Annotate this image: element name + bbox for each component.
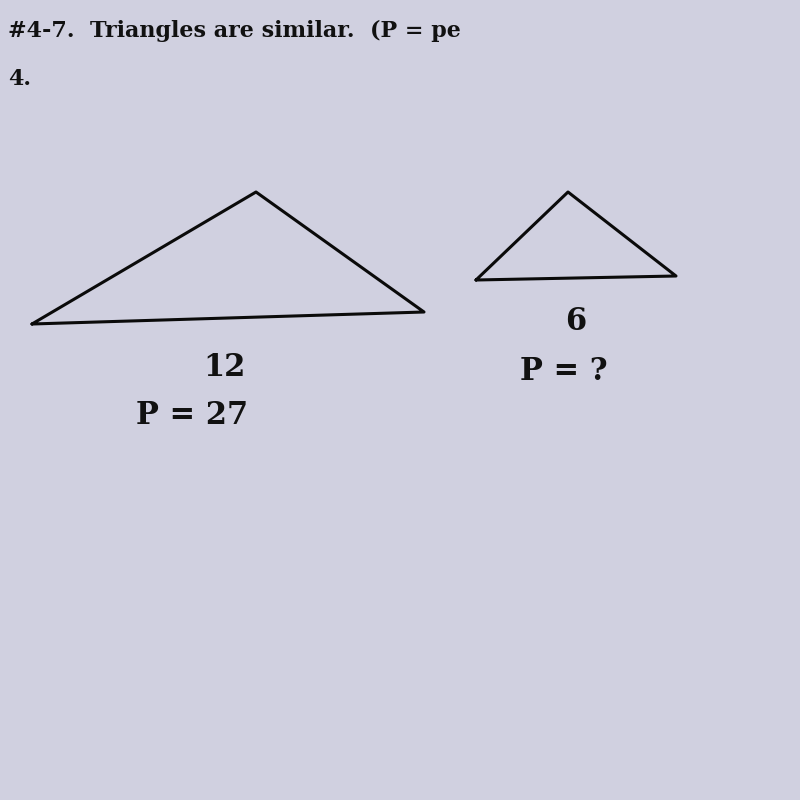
Text: #4-7.  Triangles are similar.  (P = pe: #4-7. Triangles are similar. (P = pe bbox=[8, 20, 461, 42]
Text: P = 27: P = 27 bbox=[136, 400, 248, 431]
Text: 4.: 4. bbox=[8, 68, 31, 90]
Text: 12: 12 bbox=[203, 352, 245, 383]
Text: P = ?: P = ? bbox=[520, 356, 608, 387]
Text: 6: 6 bbox=[566, 306, 586, 337]
